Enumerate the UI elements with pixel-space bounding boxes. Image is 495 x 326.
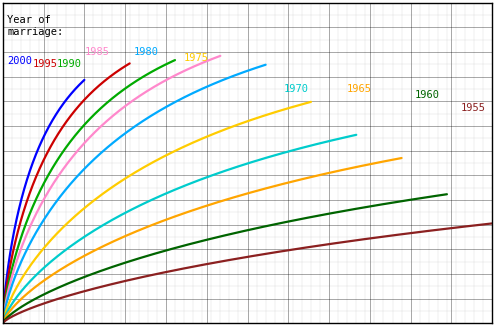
- Text: 1960: 1960: [415, 90, 440, 100]
- Text: 2000: 2000: [7, 56, 32, 66]
- Text: 1980: 1980: [134, 47, 159, 57]
- Text: Year of
marriage:: Year of marriage:: [7, 15, 63, 37]
- Text: 1970: 1970: [284, 84, 309, 94]
- Text: 1975: 1975: [184, 53, 209, 63]
- Text: 1955: 1955: [460, 103, 486, 112]
- Text: 1995: 1995: [33, 59, 58, 69]
- Text: 1990: 1990: [57, 59, 82, 69]
- Text: 1985: 1985: [84, 47, 109, 57]
- Text: 1965: 1965: [347, 84, 372, 94]
